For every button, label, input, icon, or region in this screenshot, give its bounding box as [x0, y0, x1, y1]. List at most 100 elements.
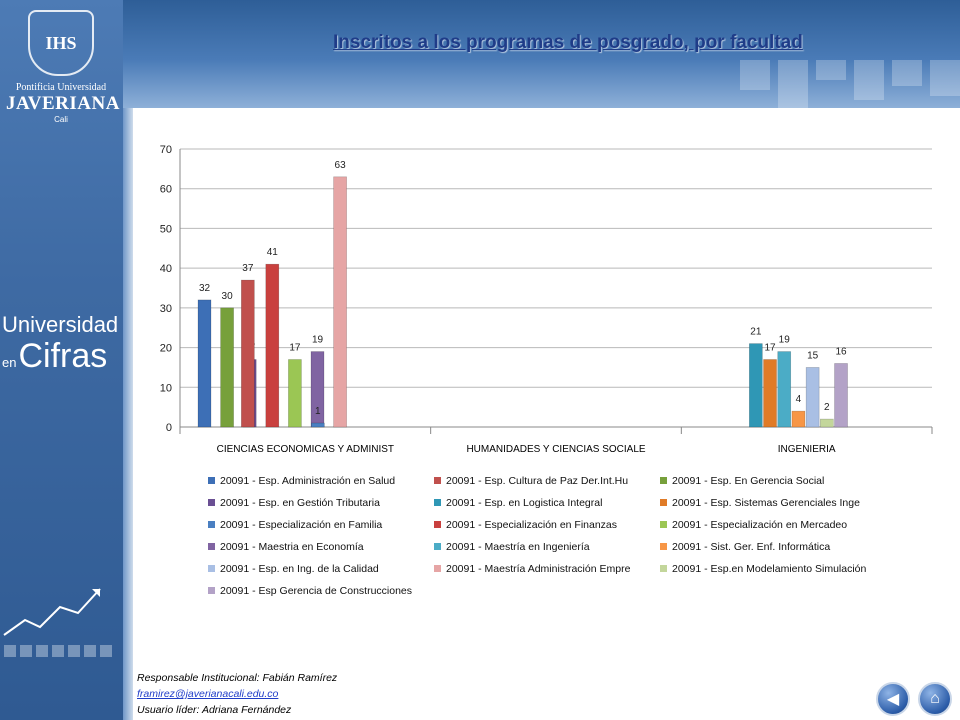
legend-swatch [660, 499, 667, 506]
trend-graphic-icon [3, 588, 112, 657]
y-tick-label: 60 [160, 184, 172, 196]
legend-swatch [208, 521, 215, 528]
brand-line1: Universidad [2, 312, 119, 337]
legend-swatch [208, 477, 215, 484]
sidebar-edge [123, 0, 133, 720]
y-tick-label: 10 [160, 382, 172, 394]
data-label: 17 [289, 342, 301, 353]
legend-label: 20091 - Especialización en Familia [220, 518, 383, 531]
legend-item: 20091 - Maestría Administración Empre [434, 561, 660, 576]
legend-label: 20091 - Maestría Administración Empre [446, 562, 631, 575]
bar [777, 351, 792, 428]
header-decoration [740, 60, 960, 108]
data-label: 19 [312, 335, 324, 346]
footer: Responsable Institucional: Fabián Ramíre… [137, 670, 337, 718]
legend-swatch [208, 499, 215, 506]
legend-label: 20091 - Esp. Administración en Salud [220, 474, 396, 487]
university-logo: IHS Pontificia Universidad JAVERIANA Cal… [6, 10, 120, 124]
bar [197, 299, 212, 428]
legend-label: 20091 - Esp.en Modelamiento Simulación [672, 562, 867, 575]
legend-item: 20091 - Esp. Sistemas Gerenciales Inge [660, 495, 908, 510]
data-label: 15 [807, 350, 819, 361]
legend-swatch [660, 565, 667, 572]
legend-label: 20091 - Maestria en Economía [220, 540, 364, 553]
legend-item: 20091 - Especialización en Mercadeo [660, 517, 908, 532]
chart-legend: 20091 - Esp. Administración en Salud 2009… [208, 473, 908, 598]
legend-item: 20091 - Maestría en Ingeniería [434, 539, 660, 554]
legend-swatch [434, 499, 441, 506]
data-label: 37 [242, 263, 254, 274]
brand-cifras: Cifras [18, 337, 108, 375]
data-label: 4 [796, 394, 802, 405]
crest-icon: IHS [28, 10, 94, 76]
legend-swatch [434, 521, 441, 528]
y-tick-label: 0 [166, 422, 172, 434]
chart-panel: 0 10 20 30 40 50 60 70 CIENCIAS ECONOMICAS Y ADM… [142, 133, 948, 607]
page-title: Inscritos a los programas de posgrado, p… [333, 32, 803, 53]
brand-en: en [2, 355, 17, 370]
y-tick-label: 50 [160, 223, 172, 235]
bar [763, 359, 777, 428]
footer-responsable: Responsable Institucional: Fabián Ramíre… [137, 672, 338, 684]
legend-item: 20091 - Esp. Administración en Salud [208, 473, 434, 488]
bar [805, 367, 820, 428]
legend-label: 20091 - Especialización en Mercadeo [672, 518, 848, 531]
legend-item: 20091 - Sist. Ger. Enf. Informática [660, 539, 908, 554]
home-button[interactable]: ⌂ [918, 682, 952, 716]
legend-item: 20091 - Esp. en Gestión Tributaria [208, 495, 434, 510]
legend-item: 20091 - Maestria en Economía [208, 539, 434, 554]
data-label: 30 [222, 291, 234, 302]
bar [820, 418, 834, 428]
legend-swatch [660, 521, 667, 528]
sidebar [0, 0, 123, 720]
y-tick-label: 70 [160, 144, 172, 156]
logo-city-text: Cali [54, 115, 68, 124]
y-tick-label: 20 [160, 343, 172, 355]
footer-email-link[interactable]: framirez@javerianacali.edu.co [137, 688, 279, 700]
legend-label: 20091 - Maestría en Ingeniería [446, 540, 590, 553]
x-category-label: INGENIERIA [778, 444, 836, 455]
legend-item: 20091 - Esp Gerencia de Construcciones [208, 583, 434, 598]
bar [241, 279, 255, 428]
data-label: 1 [315, 406, 321, 417]
bar [333, 176, 347, 428]
legend-label: 20091 - Esp. En Gerencia Social [672, 474, 825, 487]
data-label: 41 [267, 247, 279, 258]
bar [265, 263, 280, 428]
data-label: 16 [835, 346, 847, 357]
legend-label: 20091 - Esp. en Gestión Tributaria [220, 496, 380, 509]
bar [834, 363, 848, 428]
legend-item: 20091 - Especialización en Finanzas [434, 517, 660, 532]
back-button[interactable]: ◀ [876, 682, 910, 716]
y-tick-label: 30 [160, 303, 172, 315]
legend-item: 20091 - Esp. Cultura de Paz Der.Int.Hu [434, 473, 660, 488]
legend-swatch [434, 543, 441, 550]
data-label: 21 [750, 327, 762, 338]
crest-text: IHS [45, 32, 77, 53]
bar [791, 410, 806, 428]
logo-big-text: JAVERIANA [6, 93, 120, 114]
x-category-label: HUMANIDADES Y CIENCIAS SOCIALE [466, 444, 645, 455]
data-label: 63 [335, 160, 347, 171]
brand-universidad-en-cifras: Universidad en Cifras [2, 312, 118, 374]
legend-swatch [208, 565, 215, 572]
logo-small-text: Pontificia Universidad [15, 82, 107, 93]
legend-label: 20091 - Esp. en Logistica Integral [446, 496, 603, 509]
data-label: 2 [824, 402, 830, 413]
data-label: 19 [779, 335, 791, 346]
legend-swatch [208, 587, 215, 594]
legend-swatch [434, 477, 441, 484]
back-arrow-icon: ◀ [886, 691, 900, 708]
y-tick-label: 40 [160, 263, 172, 275]
legend-swatch [660, 543, 667, 550]
data-label: 32 [199, 283, 211, 294]
legend-label: 20091 - Esp Gerencia de Construcciones [220, 584, 413, 597]
header-band [123, 0, 960, 108]
legend-item: 20091 - Esp. en Ing. de la Calidad [208, 561, 434, 576]
legend-label: 20091 - Esp. en Ing. de la Calidad [220, 562, 379, 575]
bar [311, 422, 325, 428]
legend-item: 20091 - Especialización en Familia [208, 517, 434, 532]
legend-label: 20091 - Esp. Sistemas Gerenciales Inge [672, 496, 860, 509]
bar-chart: 0 10 20 30 40 50 60 70 CIENCIAS ECONOMICAS Y ADM… [160, 144, 933, 455]
legend-item: 20091 - Esp.en Modelamiento Simulación [660, 561, 908, 576]
